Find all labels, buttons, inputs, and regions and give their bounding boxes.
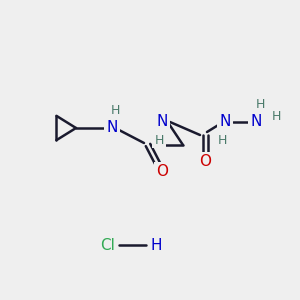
Text: H: H (255, 98, 265, 110)
Text: N: N (106, 121, 118, 136)
Text: N: N (156, 115, 168, 130)
Text: H: H (154, 134, 164, 146)
Text: N: N (250, 115, 262, 130)
Text: H: H (271, 110, 281, 124)
Text: O: O (199, 154, 211, 169)
Text: H: H (150, 238, 162, 253)
Text: N: N (219, 115, 231, 130)
Text: H: H (217, 134, 227, 146)
Text: Cl: Cl (100, 238, 116, 253)
Text: O: O (156, 164, 168, 179)
Text: H: H (110, 103, 120, 116)
